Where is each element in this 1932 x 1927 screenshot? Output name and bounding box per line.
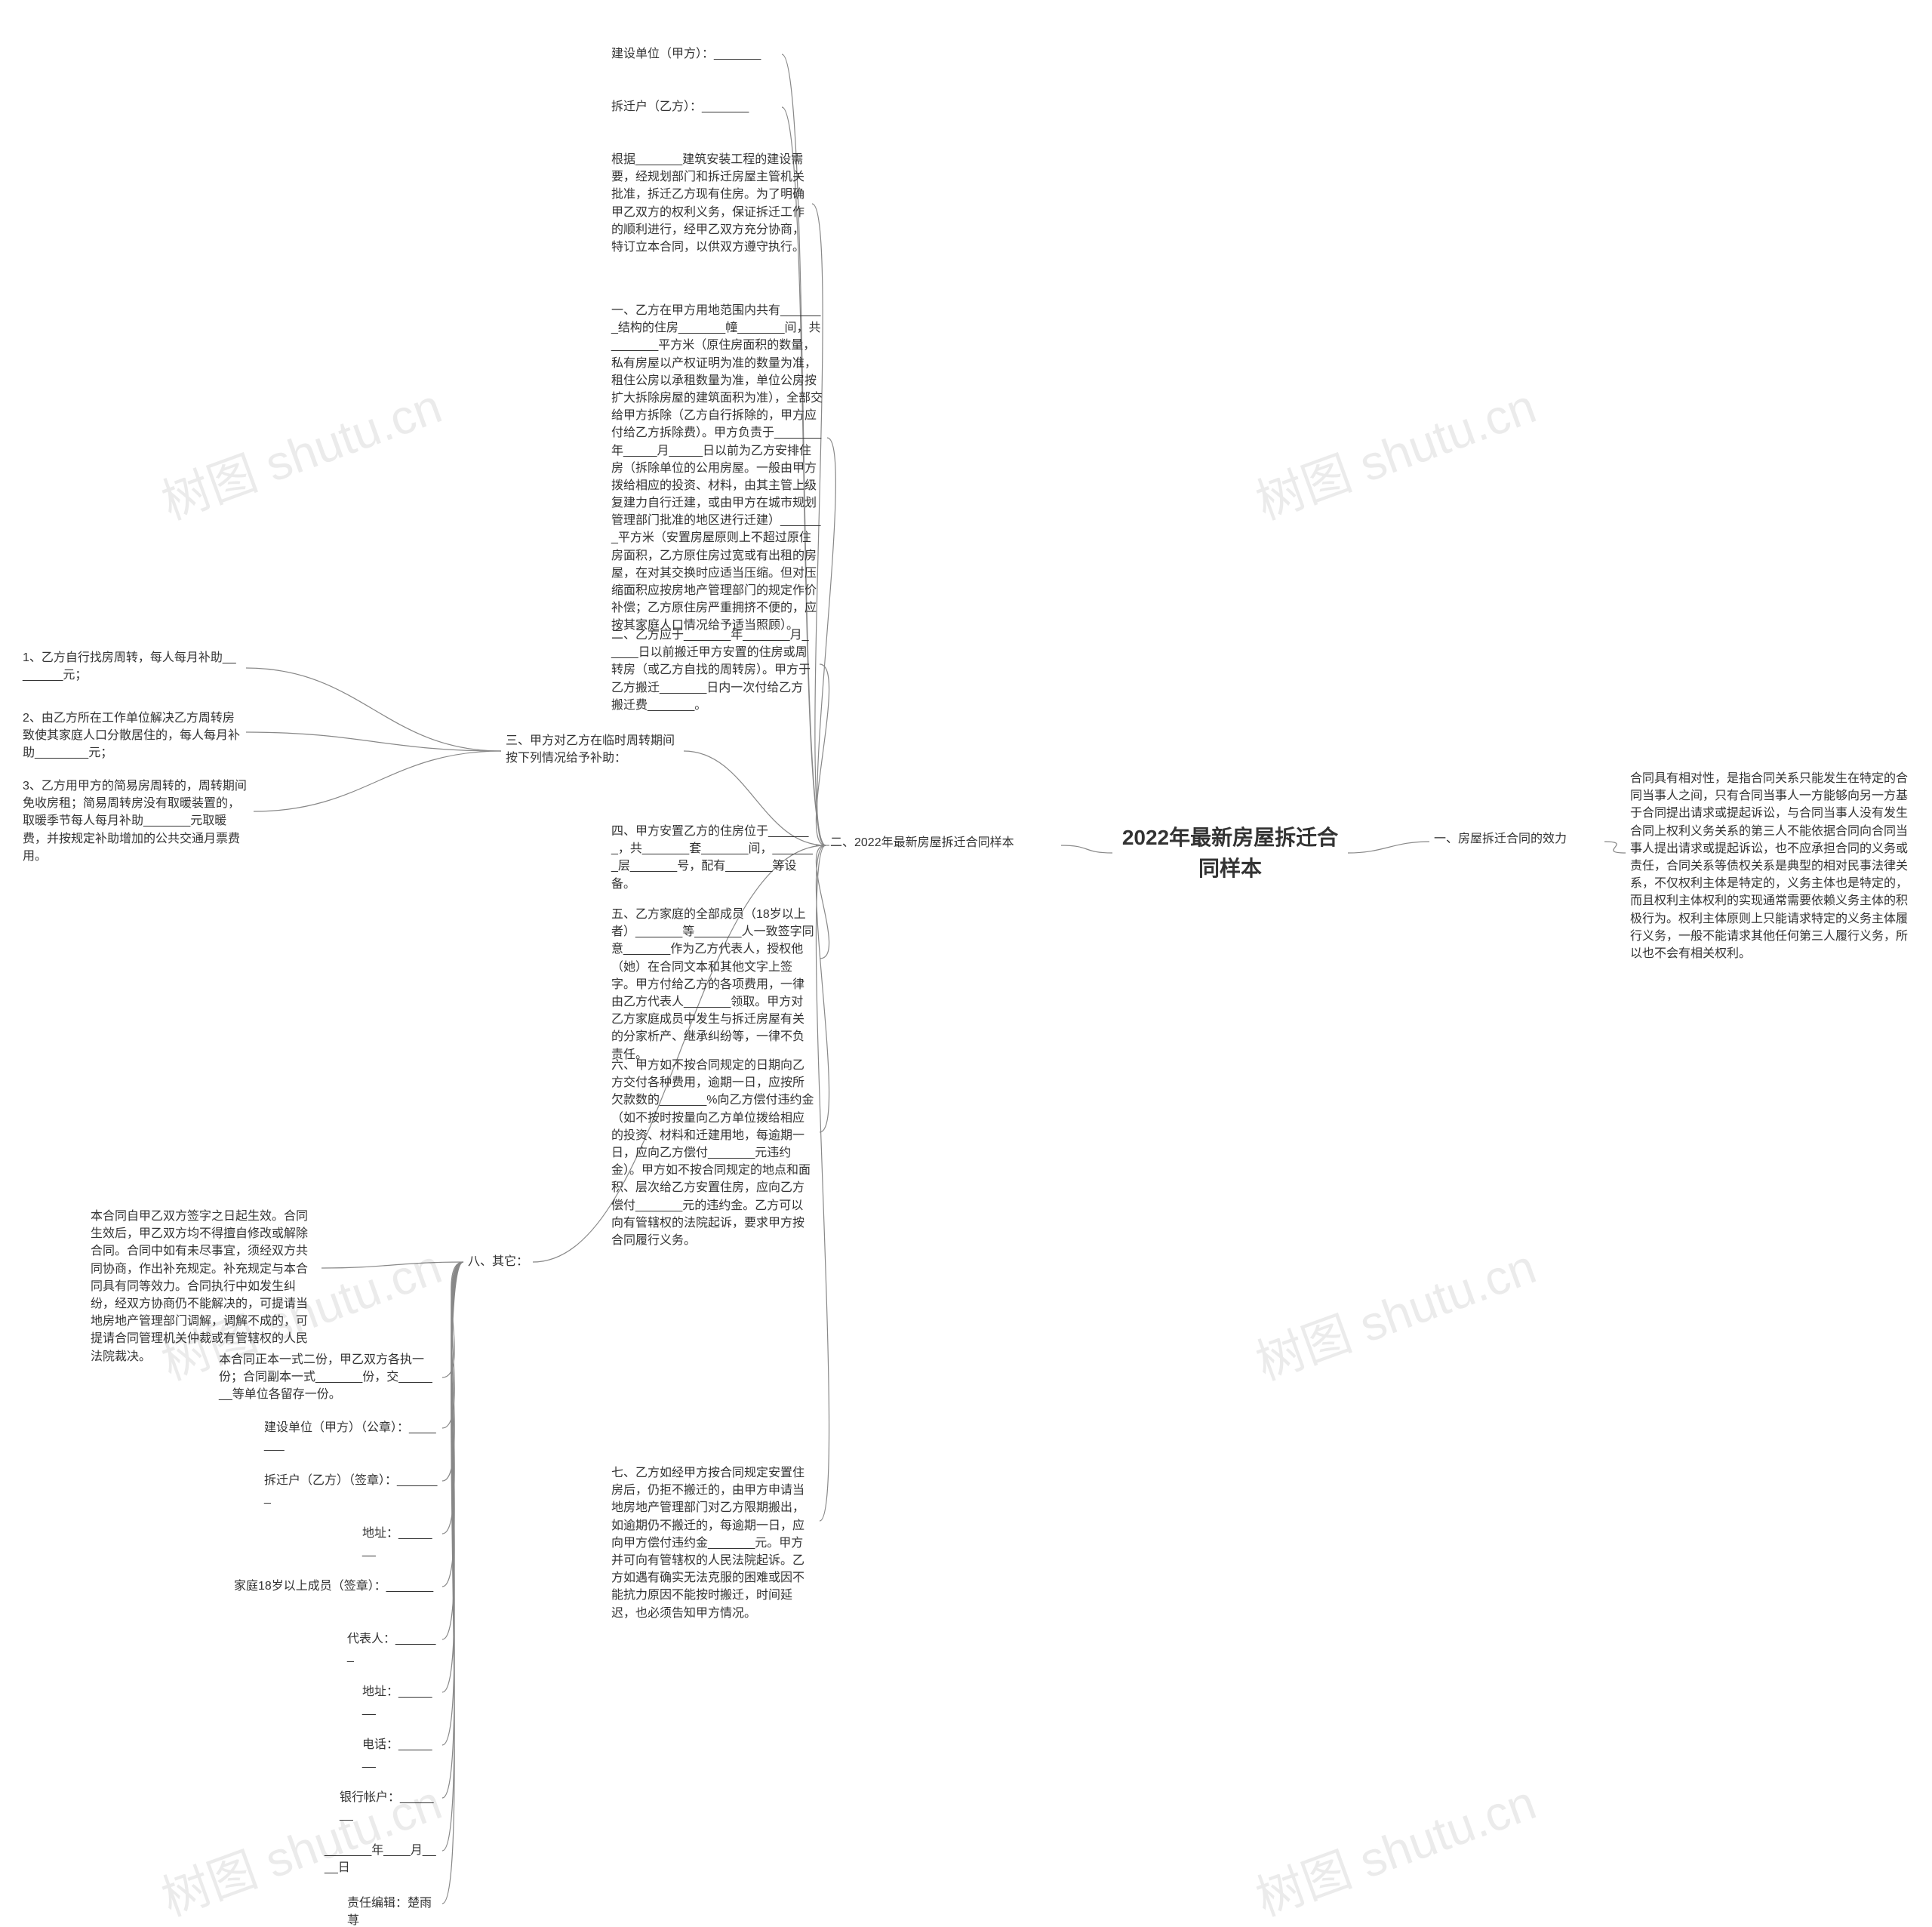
node-l2_3c: 3、乙方用甲方的简易房周转的，周转期间免收房租；简易周转房没有取暖装置的，取暖季… [23,777,249,865]
edge [816,845,829,959]
node-l2_8a: 本合同自甲乙双方签字之日起生效。合同生效后，甲乙双方均不得擅自修改或解除合同。合… [91,1208,317,1365]
edge [246,668,501,751]
edge [442,1262,463,1904]
edge [816,845,829,1521]
node-r1_body: 合同具有相对性，是指合同关系只能发生在特定的合同当事人之间，只有合同当事人一方能… [1630,770,1917,962]
edge [1604,842,1626,853]
node-l2_8i: 电话：_______ [362,1736,438,1771]
edge [1348,842,1429,853]
edge [442,1262,463,1428]
node-l2_8c: 建设单位（甲方）（公章）：_______ [264,1419,438,1454]
node-l2_2: 二、乙方应于_______年_______月_____日以前搬迁甲方安置的住房或… [611,626,815,714]
edge [816,845,829,1132]
node-l2_8b: 本合同正本一式二份，甲乙双方各执一份；合同副本一式_______份，交_____… [219,1351,438,1404]
node-l2: 二、2022年最新房屋拆迁合同样本 [830,834,1057,851]
node-l2_b: 拆迁户（乙方）：_______ [611,98,777,115]
node-l2_3b: 2、由乙方所在工作单位解决乙方周转房致使其家庭人口分散居住的，每人每月补助___… [23,710,242,762]
watermark: 树图 shutu.cn [151,368,450,533]
mindmap-stage: 2022年最新房屋拆迁合同样本 一、房屋拆迁合同的效力 合同具有相对性，是指合同关系… [0,0,1932,1927]
edge [442,1262,463,1481]
edge [442,1262,463,1798]
center-node: 2022年最新房屋拆迁合同样本 [1117,823,1343,884]
node-r1: 一、房屋拆迁合同的效力 [1434,830,1600,848]
watermark: 树图 shutu.cn [1245,368,1544,533]
edge [254,751,501,811]
node-l2_8f: 家庭18岁以上成员（签章）：_______ [234,1578,438,1595]
node-l2_3a: 1、乙方自行找房周转，每人每月补助________元； [23,649,242,684]
edge [442,1262,463,1692]
edge [442,1262,463,1745]
node-l2_8: 八、其它： [468,1253,528,1270]
edge [442,1262,463,1378]
edge [442,1262,463,1534]
edge [246,732,501,751]
edge [442,1262,463,1587]
edge-layer [0,0,1932,1927]
node-l2_8l: 责任编辑：楚雨荨 [347,1895,438,1927]
watermark: 树图 shutu.cn [1245,1228,1544,1393]
node-l2_8j: 银行帐户：_______ [340,1789,438,1824]
node-l2_8k: _______年____月____日 [325,1842,438,1876]
node-l2_6: 六、甲方如不按合同规定的日期向乙方交付各种费用，逾期一日，应按所欠款数的____… [611,1057,815,1249]
node-l2_c: 根据_______建筑安装工程的建设需要，经规划部门和拆迁房屋主管机关批准，拆迁… [611,151,808,256]
edge [321,1262,463,1268]
node-l2_a: 建设单位（甲方）：_______ [611,45,777,63]
node-l2_3: 三、甲方对乙方在临时周转期间按下列情况给予补助： [506,732,679,767]
edge [442,1262,463,1639]
edge [1061,845,1112,853]
node-l2_1: 一、乙方在甲方用地范围内共有_______结构的住房_______幢______… [611,302,823,635]
node-l2_4: 四、甲方安置乙方的住房位于_______，共_______套_______间，_… [611,823,815,893]
node-l2_5: 五、乙方家庭的全部成员（18岁以上者）_______等_______人一致签字同… [611,906,815,1064]
edge [816,664,829,845]
edge [442,1262,463,1851]
node-l2_8e: 地址：_______ [362,1525,438,1559]
node-l2_8d: 拆迁户（乙方）（签章）：_______ [264,1472,438,1507]
node-l2_8g: 代表人：_______ [347,1630,438,1665]
watermark: 树图 shutu.cn [1245,1764,1544,1927]
node-l2_7: 七、乙方如经甲方按合同规定安置住房后，仍拒不搬迁的，由甲方申请当地房地产管理部门… [611,1464,815,1622]
node-l2_8h: 地址：_______ [362,1683,438,1718]
